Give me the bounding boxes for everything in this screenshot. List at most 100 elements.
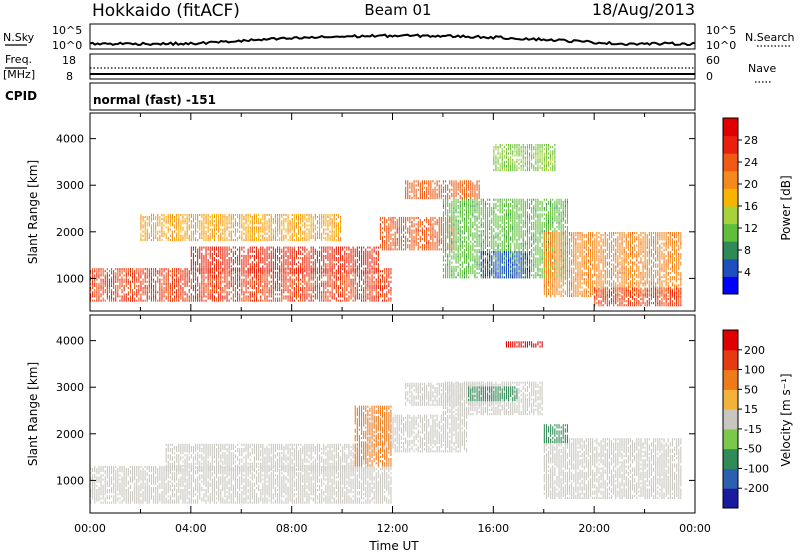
data-cell — [239, 261, 241, 264]
data-cell — [195, 246, 197, 249]
data-cell — [337, 250, 339, 253]
data-cell — [329, 263, 331, 266]
data-cell — [207, 252, 209, 255]
data-cell — [348, 270, 350, 273]
data-cell — [375, 293, 377, 296]
data-cell — [205, 282, 207, 285]
data-cell — [482, 255, 484, 258]
data-cell — [192, 254, 194, 257]
data-cell — [106, 284, 108, 287]
data-cell — [224, 274, 226, 277]
data-cell — [176, 291, 178, 294]
data-cell — [526, 217, 528, 220]
data-cell — [190, 269, 192, 272]
data-cell — [319, 274, 321, 277]
data-cell — [474, 200, 476, 203]
data-cell — [270, 293, 272, 296]
data-cell — [373, 297, 375, 300]
data-cell — [516, 242, 518, 245]
data-cell — [524, 217, 526, 220]
data-cell — [455, 276, 457, 279]
data-cell — [104, 270, 106, 273]
data-cell — [274, 267, 276, 270]
data-cell — [468, 270, 470, 273]
data-cell — [510, 209, 512, 212]
data-cell — [256, 254, 258, 257]
data-cell — [533, 211, 535, 214]
data-cell — [243, 261, 245, 264]
data-cell — [92, 287, 94, 290]
data-cell — [323, 254, 325, 257]
data-cell — [382, 280, 384, 283]
data-cell — [243, 299, 245, 302]
data-cell — [241, 293, 243, 296]
data-cell — [377, 246, 379, 249]
data-cell — [510, 255, 512, 258]
data-cell — [256, 246, 258, 249]
data-cell — [445, 242, 447, 245]
data-cell — [512, 209, 514, 212]
data-cell — [314, 272, 316, 275]
data-cell — [312, 257, 314, 260]
data-cell — [176, 278, 178, 281]
data-cell — [482, 223, 484, 226]
data-cell — [482, 246, 484, 249]
data-cell — [138, 291, 140, 294]
data-cell — [461, 205, 463, 208]
data-cell — [487, 244, 489, 247]
data-cell — [470, 246, 472, 249]
data-cell — [413, 184, 415, 187]
data-cell — [438, 186, 440, 189]
data-cell — [451, 270, 453, 273]
data-cell — [199, 282, 201, 285]
data-cell — [457, 274, 459, 277]
data-cell — [100, 272, 102, 275]
data-cell — [510, 253, 512, 256]
data-cell — [476, 205, 478, 208]
data-cell — [94, 293, 96, 296]
data-cell — [476, 186, 478, 189]
data-cell — [308, 280, 310, 283]
data-cell — [222, 276, 224, 279]
data-cell — [531, 265, 533, 268]
data-cell — [302, 252, 304, 255]
data-cell — [228, 259, 230, 262]
data-cell — [331, 293, 333, 296]
data-cell — [371, 297, 373, 300]
data-cell — [369, 265, 371, 268]
data-cell — [499, 249, 501, 252]
data-cell — [510, 228, 512, 231]
data-cell — [434, 223, 436, 226]
data-cell — [413, 216, 415, 219]
data-cell — [234, 267, 236, 270]
data-cell — [352, 284, 354, 287]
data-cell — [445, 249, 447, 252]
data-cell — [319, 287, 321, 290]
data-cell — [222, 259, 224, 262]
data-cell — [268, 271, 270, 274]
data-cell — [262, 284, 264, 287]
data-cell — [373, 259, 375, 262]
data-cell — [367, 257, 369, 260]
data-cell — [522, 209, 524, 212]
data-cell — [306, 295, 308, 298]
data-cell — [300, 250, 302, 253]
data-cell — [398, 235, 400, 238]
data-cell — [388, 229, 390, 232]
data-cell — [411, 182, 413, 185]
data-cell — [394, 231, 396, 234]
data-cell — [98, 287, 100, 290]
data-cell — [461, 211, 463, 214]
data-cell — [337, 246, 339, 249]
data-cell — [266, 269, 268, 272]
data-cell — [178, 276, 180, 279]
data-cell — [245, 259, 247, 262]
data-cell — [472, 242, 474, 245]
data-cell — [174, 280, 176, 283]
data-cell — [367, 276, 369, 279]
data-cell — [482, 198, 484, 201]
data-cell — [319, 246, 321, 249]
data-cell — [98, 282, 100, 285]
data-cell — [434, 192, 436, 195]
data-cell — [293, 289, 295, 292]
